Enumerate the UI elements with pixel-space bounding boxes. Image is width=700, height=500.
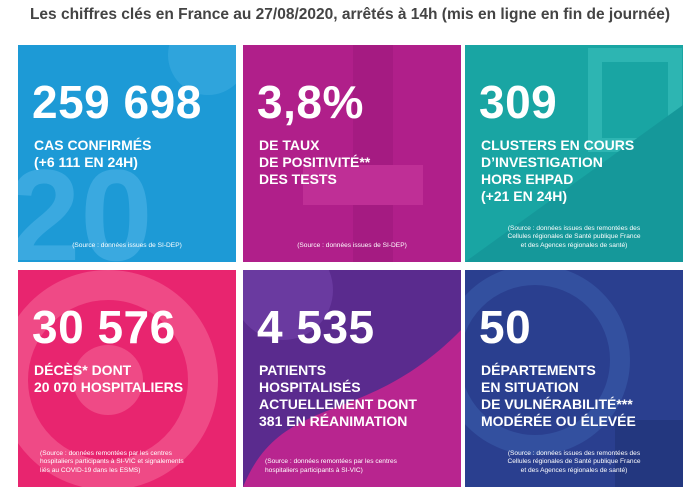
source-note: (Source : données issues de SI-DEP) <box>243 242 461 251</box>
description-line: MODÉRÉE OU ÉLEVÉE <box>481 413 636 429</box>
description-line: EN SITUATION <box>481 379 579 395</box>
description-line: HORS EHPAD <box>481 171 574 187</box>
stat-number: 50 <box>479 301 532 353</box>
source-note: (Source : données remontées par les cent… <box>265 458 461 475</box>
description-line: 20 070 HOSPITALIERS <box>34 379 184 395</box>
decoration <box>18 270 218 487</box>
source-line: et des Agences régionales de santé) <box>520 241 628 249</box>
stat-number: 309 <box>479 76 558 128</box>
source-line: Cellules régionales de Santé publique Fr… <box>507 458 641 465</box>
description-line: ACTUELLEMENT DONT <box>259 396 417 412</box>
description-line: CAS CONFIRMÉS <box>34 137 152 153</box>
stat-description: DE TAUX DE POSITIVITÉ** DES TESTS <box>259 137 370 188</box>
stat-number: 3,8% <box>257 76 364 128</box>
decoration: 20 <box>18 45 236 262</box>
stat-number: 30 576 <box>32 301 176 353</box>
description-line: DE POSITIVITÉ** <box>259 154 371 170</box>
description-line: DÉCÈS* DONT <box>34 362 132 378</box>
source-line: hospitaliers participants à SI-VIC) <box>265 466 363 474</box>
stat-tile: 50 DÉPARTEMENTS EN SITUATION DE VULNÉRABILI… <box>465 270 683 487</box>
description-line: 381 EN RÉANIMATION <box>259 413 408 429</box>
source-note: (Source : données issues des remontées d… <box>465 450 683 476</box>
source-line: (Source : données remontées par les cent… <box>40 449 172 457</box>
description-line: (+6 111 EN 24H) <box>34 154 138 170</box>
decoration <box>243 270 461 487</box>
source-line: et des Agences régionales de santé) <box>520 466 628 474</box>
source-note: (Source : données issues des remontées d… <box>465 225 683 251</box>
description-line: PATIENTS <box>259 362 327 378</box>
stat-tile: 30 576 DÉCÈS* DONT 20 070 HOSPITALIERS (Sou… <box>18 270 236 487</box>
source-line: hospitaliers participants à SI-VIC et si… <box>40 458 184 465</box>
description-line: (+21 EN 24H) <box>481 188 567 204</box>
description-line: CLUSTERS EN COURS <box>481 137 635 153</box>
stat-tile: 3,8% DE TAUX DE POSITIVITÉ** DES TESTS (Sour… <box>243 45 461 262</box>
stat-description: CAS CONFIRMÉS (+6 111 EN 24H) <box>34 137 151 171</box>
source-line: (Source : données issues des remontées d… <box>507 224 641 232</box>
description-line: HOSPITALISÉS <box>259 379 361 395</box>
stat-tile: 4 535 PATIENTS HOSPITALISÉS ACTUELLEMENT DO… <box>243 270 461 487</box>
description-line: DES TESTS <box>259 171 337 187</box>
decoration <box>303 45 423 262</box>
source-line: liés au COVID-19 dans les ESMS) <box>40 466 141 474</box>
description-line: DE VULNÉRABILITÉ*** <box>481 396 633 412</box>
stat-number: 4 535 <box>257 301 375 353</box>
stat-description: PATIENTS HOSPITALISÉS ACTUELLEMENT DONT 381… <box>259 362 417 430</box>
source-line: (Source : données issues de SI-DEP) <box>72 241 182 249</box>
source-line: (Source : données issues de SI-DEP) <box>297 241 407 249</box>
source-line: Cellules régionales de Santé publique Fr… <box>507 233 641 240</box>
stat-description: DÉCÈS* DONT 20 070 HOSPITALIERS <box>34 362 183 396</box>
source-note: (Source : données remontées par les cent… <box>40 450 236 476</box>
stat-description: DÉPARTEMENTS EN SITUATION DE VULNÉRABILITÉ… <box>481 362 636 430</box>
source-line: (Source : données remontées par les cent… <box>265 458 397 465</box>
decoration <box>465 48 683 262</box>
stat-tile: 20 259 698 CAS CONFIRMÉS (+6 111 EN 24H) (So… <box>18 45 236 262</box>
svg-text:20: 20 <box>18 142 153 262</box>
stat-description: CLUSTERS EN COURS D’INVESTIGATION HORS EHP… <box>481 137 634 205</box>
stat-number: 259 698 <box>32 76 202 128</box>
decoration <box>465 270 683 487</box>
description-line: DE TAUX <box>259 137 320 153</box>
source-note: (Source : données issues de SI-DEP) <box>18 242 236 251</box>
page-title: Les chiffres clés en France au 27/08/202… <box>29 6 671 23</box>
description-line: DÉPARTEMENTS <box>481 362 596 378</box>
stat-tile: 309 CLUSTERS EN COURS D’INVESTIGATION HORS … <box>465 45 683 262</box>
description-line: D’INVESTIGATION <box>481 154 603 170</box>
source-line: (Source : données issues des remontées d… <box>507 449 641 457</box>
